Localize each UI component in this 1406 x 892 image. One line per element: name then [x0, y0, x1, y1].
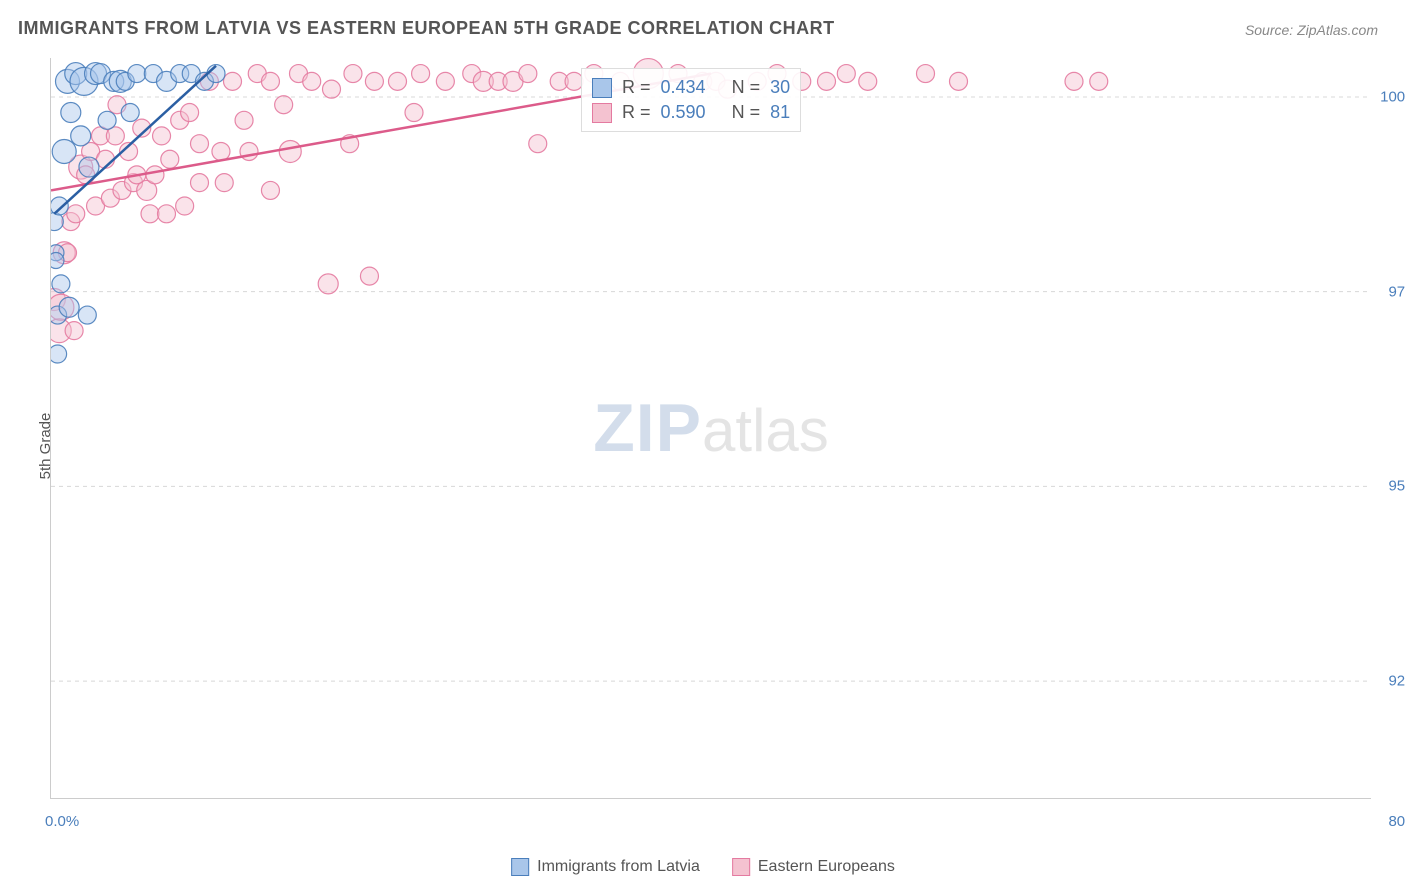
- stats-swatch-series1: [592, 78, 612, 98]
- legend-label-series1: Immigrants from Latvia: [537, 858, 700, 876]
- y-tick-label: 97.5%: [1388, 283, 1406, 300]
- y-tick-label: 95.0%: [1388, 478, 1406, 495]
- legend-label-series2: Eastern Europeans: [758, 858, 895, 876]
- legend-item-series2: Eastern Europeans: [732, 858, 895, 876]
- y-tick-label: 100.0%: [1380, 88, 1406, 105]
- chart-title: IMMIGRANTS FROM LATVIA VS EASTERN EUROPE…: [18, 18, 835, 39]
- stat-n-label: N =: [732, 102, 761, 123]
- chart-svg: [51, 58, 1371, 798]
- y-tick-label: 92.5%: [1388, 673, 1406, 690]
- stat-r-label: R =: [622, 77, 651, 98]
- stats-row-series1: R = 0.434 N = 30: [592, 75, 790, 100]
- stats-row-series2: R = 0.590 N = 81: [592, 100, 790, 125]
- stat-r-value-s1: 0.434: [661, 77, 706, 98]
- stats-legend-box: R = 0.434 N = 30 R = 0.590 N = 81: [581, 68, 801, 132]
- x-axis-min-label: 0.0%: [45, 813, 79, 830]
- stat-n-value-s1: 30: [770, 77, 790, 98]
- legend-item-series1: Immigrants from Latvia: [511, 858, 700, 876]
- stat-r-label: R =: [622, 102, 651, 123]
- stat-r-value-s2: 0.590: [661, 102, 706, 123]
- x-axis-max-label: 80.0%: [1388, 813, 1406, 830]
- legend-swatch-series2: [732, 858, 750, 876]
- stat-n-label: N =: [732, 77, 761, 98]
- stat-n-value-s2: 81: [770, 102, 790, 123]
- bottom-legend: Immigrants from Latvia Eastern Europeans: [511, 858, 895, 876]
- source-attribution: Source: ZipAtlas.com: [1245, 22, 1378, 38]
- legend-swatch-series1: [511, 858, 529, 876]
- plot-area: ZIP atlas R = 0.434 N = 30 R = 0.590 N =…: [50, 58, 1371, 799]
- stats-swatch-series2: [592, 103, 612, 123]
